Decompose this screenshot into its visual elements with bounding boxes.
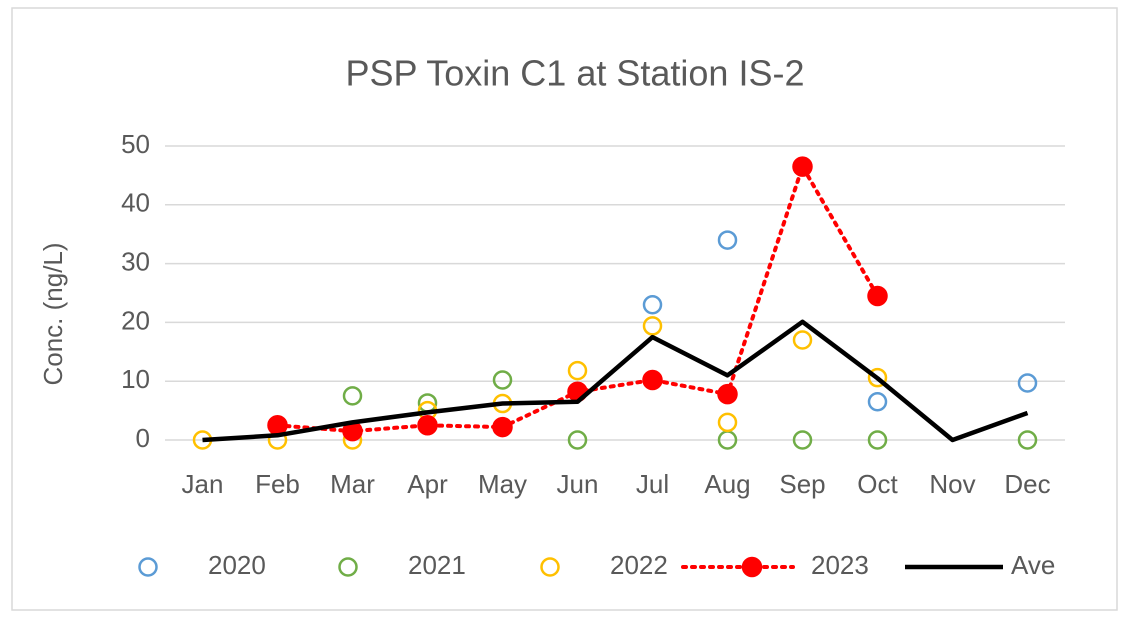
y-tick-label: 10 bbox=[121, 364, 150, 394]
data-point bbox=[792, 156, 813, 177]
legend-marker bbox=[338, 557, 358, 577]
data-point bbox=[867, 392, 888, 412]
x-tick-label: Mar bbox=[330, 469, 375, 499]
legend-label: Ave bbox=[1011, 550, 1055, 580]
data-point bbox=[1017, 373, 1038, 393]
data-point bbox=[642, 316, 663, 336]
legend-label: 2020 bbox=[208, 550, 266, 580]
chart-border bbox=[11, 7, 1118, 611]
x-tick-label: Nov bbox=[929, 469, 975, 499]
data-point bbox=[492, 416, 513, 438]
legend-label: 2021 bbox=[408, 550, 466, 580]
x-tick-label: Aug bbox=[704, 469, 750, 499]
data-point bbox=[642, 295, 663, 315]
legend-marker bbox=[741, 556, 763, 578]
data-point bbox=[267, 415, 288, 436]
data-point bbox=[567, 360, 588, 381]
series-line bbox=[202, 319, 1029, 443]
y-tick-label: 40 bbox=[121, 188, 150, 218]
data-point bbox=[867, 430, 888, 450]
y-axis-label: Conc. (ng/L) bbox=[38, 242, 68, 385]
data-point bbox=[717, 383, 738, 405]
data-point bbox=[792, 330, 813, 350]
data-point bbox=[642, 369, 663, 391]
data-point bbox=[492, 370, 513, 390]
y-tick-label: 0 bbox=[136, 423, 150, 453]
legend-label: 2022 bbox=[610, 550, 668, 580]
x-tick-label: Jun bbox=[557, 469, 599, 499]
data-point bbox=[792, 430, 813, 450]
x-tick-label: Sep bbox=[779, 469, 825, 499]
data-point bbox=[1017, 430, 1038, 450]
data-point bbox=[567, 430, 588, 450]
y-tick-label: 20 bbox=[121, 305, 150, 335]
y-tick-label: 30 bbox=[121, 246, 150, 276]
data-point bbox=[867, 367, 888, 388]
x-tick-label: May bbox=[478, 469, 527, 499]
legend-label: 2023 bbox=[811, 550, 869, 580]
data-point bbox=[717, 230, 738, 250]
data-point bbox=[342, 386, 363, 406]
data-point bbox=[417, 415, 438, 436]
legend-marker bbox=[540, 557, 560, 577]
y-tick-label: 50 bbox=[121, 129, 150, 159]
chart-title: PSP Toxin C1 at Station IS-2 bbox=[346, 53, 805, 94]
data-point bbox=[717, 412, 738, 433]
legend-marker bbox=[138, 557, 158, 577]
x-tick-label: Oct bbox=[857, 469, 898, 499]
x-tick-label: Apr bbox=[407, 469, 448, 499]
x-tick-label: Jan bbox=[182, 469, 224, 499]
x-tick-label: Dec bbox=[1004, 469, 1050, 499]
x-tick-label: Jul bbox=[636, 469, 669, 499]
data-point bbox=[867, 285, 888, 307]
x-tick-label: Feb bbox=[255, 469, 300, 499]
